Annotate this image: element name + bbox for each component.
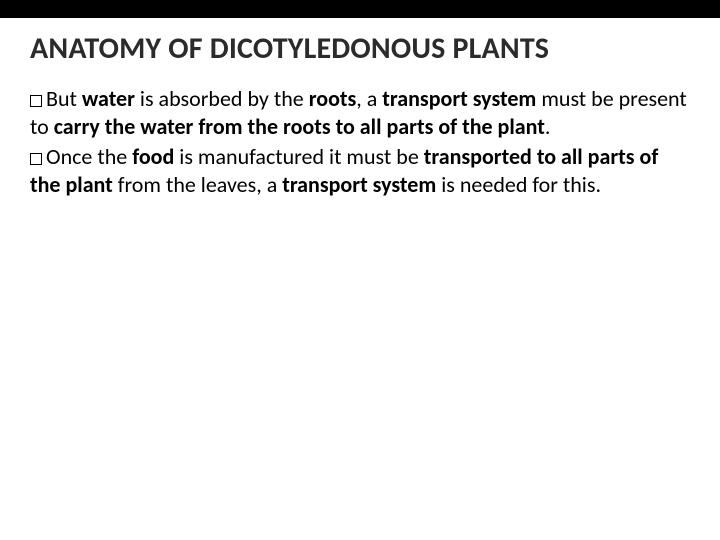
text-run: is manufactured it must be bbox=[179, 143, 423, 170]
text-run: water bbox=[82, 85, 140, 112]
slide-title: ANATOMY OF DICOTYLEDONOUS PLANTS bbox=[30, 32, 690, 67]
top-black-bar bbox=[0, 0, 720, 18]
text-run: food bbox=[132, 143, 179, 170]
bullet-item: But water is absorbed by the roots, a tr… bbox=[30, 85, 690, 141]
text-run: , a bbox=[356, 85, 382, 112]
text-run: roots bbox=[309, 85, 357, 112]
square-bullet-icon bbox=[30, 95, 42, 107]
text-run: from the leaves, a bbox=[118, 171, 282, 198]
text-run: is absorbed by the bbox=[140, 85, 309, 112]
square-bullet-icon bbox=[30, 153, 42, 165]
text-run: But bbox=[46, 85, 82, 112]
text-run: transport system bbox=[282, 171, 441, 198]
slide-content: ANATOMY OF DICOTYLEDONOUS PLANTS But wat… bbox=[0, 18, 720, 199]
slide-body: But water is absorbed by the roots, a tr… bbox=[30, 85, 690, 200]
text-run: Once the bbox=[46, 143, 132, 170]
text-run: transport system bbox=[382, 85, 541, 112]
text-run: carry the water from the roots to all pa… bbox=[54, 113, 545, 140]
text-run: . bbox=[545, 113, 551, 140]
text-run: is needed for this. bbox=[441, 171, 601, 198]
bullet-item: Once the food is manufactured it must be… bbox=[30, 143, 690, 199]
